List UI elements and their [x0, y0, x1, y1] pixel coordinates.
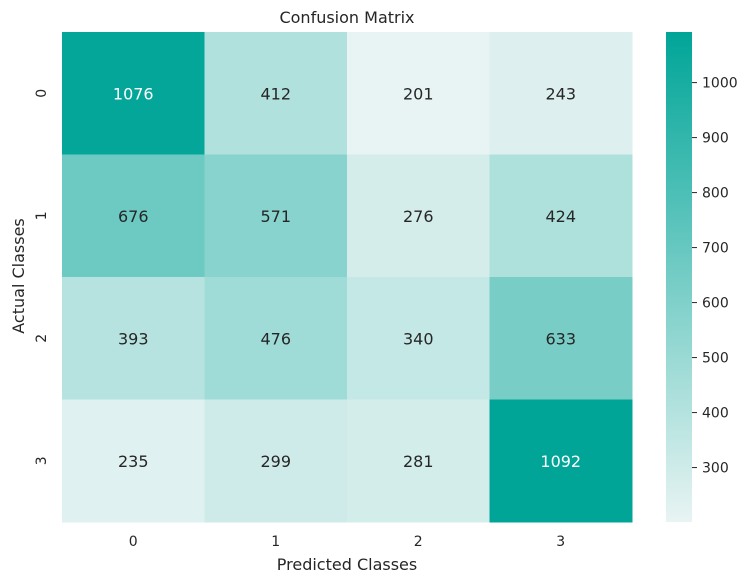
- y-axis-label: Actual Classes: [9, 218, 28, 333]
- heatmap-cell-r2-c1: [204, 277, 348, 400]
- heatmap-cell-r3-c2: [347, 399, 490, 523]
- heatmap-cell-r3-c0: [62, 399, 205, 523]
- cell-value-r0-c2: 201: [403, 84, 434, 103]
- y-axis-ticks: 0 1 2 3: [34, 89, 50, 465]
- cell-value-r1-c1: 571: [260, 207, 291, 226]
- colorbar-tick-label-800: 800: [702, 186, 729, 202]
- cell-value-r2-c2: 340: [403, 329, 434, 348]
- colorbar: [666, 32, 692, 522]
- colorbar-tick-label-1000: 1000: [702, 76, 738, 92]
- cell-value-r1-c3: 424: [545, 207, 576, 226]
- cell-value-r1-c0: 676: [118, 207, 149, 226]
- x-axis-label: Predicted Classes: [277, 555, 417, 574]
- colorbar-tick-label-700: 700: [702, 241, 729, 257]
- y-tick-label-3: 3: [34, 456, 50, 465]
- heatmap-cells: [62, 32, 633, 523]
- heatmap-cell-r0-c0: [62, 32, 205, 155]
- cell-value-r2-c3: 633: [545, 329, 576, 348]
- colorbar-tick-label-500: 500: [702, 351, 729, 367]
- x-tick-label-0: 0: [129, 534, 138, 550]
- y-tick-label-0: 0: [34, 89, 50, 98]
- y-tick-label-1: 1: [34, 211, 50, 220]
- heatmap-cell-r2-c3: [489, 277, 633, 400]
- chart-title: Confusion Matrix: [279, 8, 414, 27]
- x-axis-ticks: 0 1 2 3: [129, 534, 565, 550]
- cell-value-r0-c1: 412: [260, 84, 291, 103]
- heatmap-cell-r2-c2: [347, 277, 490, 400]
- heatmap-cell-labels: 1076 412 201 243 676 571 276 424 393 476 340 633 235…: [113, 84, 581, 471]
- heatmap-cell-r3-c1: [204, 399, 348, 523]
- y-tick-label-2: 2: [34, 334, 50, 343]
- cell-value-r0-c3: 243: [545, 84, 576, 103]
- heatmap-cell-r1-c3: [489, 154, 633, 278]
- cell-value-r2-c1: 476: [260, 329, 291, 348]
- x-tick-label-2: 2: [414, 534, 423, 550]
- cell-value-r2-c0: 393: [118, 329, 149, 348]
- cell-value-r1-c2: 276: [403, 207, 434, 226]
- colorbar-tick-label-600: 600: [702, 296, 729, 312]
- heatmap-cell-r1-c2: [347, 154, 490, 278]
- heatmap-cell-r1-c0: [62, 154, 205, 278]
- colorbar-tick-label-400: 400: [702, 406, 729, 422]
- cell-value-r0-c0: 1076: [113, 84, 154, 103]
- x-tick-label-3: 3: [556, 534, 565, 550]
- heatmap-cell-r2-c0: [62, 277, 205, 400]
- colorbar-tick-label-900: 900: [702, 131, 729, 147]
- heatmap-cell-r3-c3: [489, 399, 633, 523]
- colorbar-ticks: 300 400 500 600 700 800 900 1000: [692, 76, 738, 477]
- cell-value-r3-c0: 235: [118, 452, 149, 471]
- heatmap-cell-r1-c1: [204, 154, 348, 278]
- cell-value-r3-c2: 281: [403, 452, 434, 471]
- heatmap-cell-r0-c2: [347, 32, 490, 155]
- heatmap-cell-r0-c1: [204, 32, 348, 155]
- cell-value-r3-c1: 299: [260, 452, 291, 471]
- x-tick-label-1: 1: [271, 534, 280, 550]
- colorbar-tick-label-300: 300: [702, 461, 729, 477]
- heatmap-cell-r0-c3: [489, 32, 633, 155]
- cell-value-r3-c3: 1092: [540, 452, 581, 471]
